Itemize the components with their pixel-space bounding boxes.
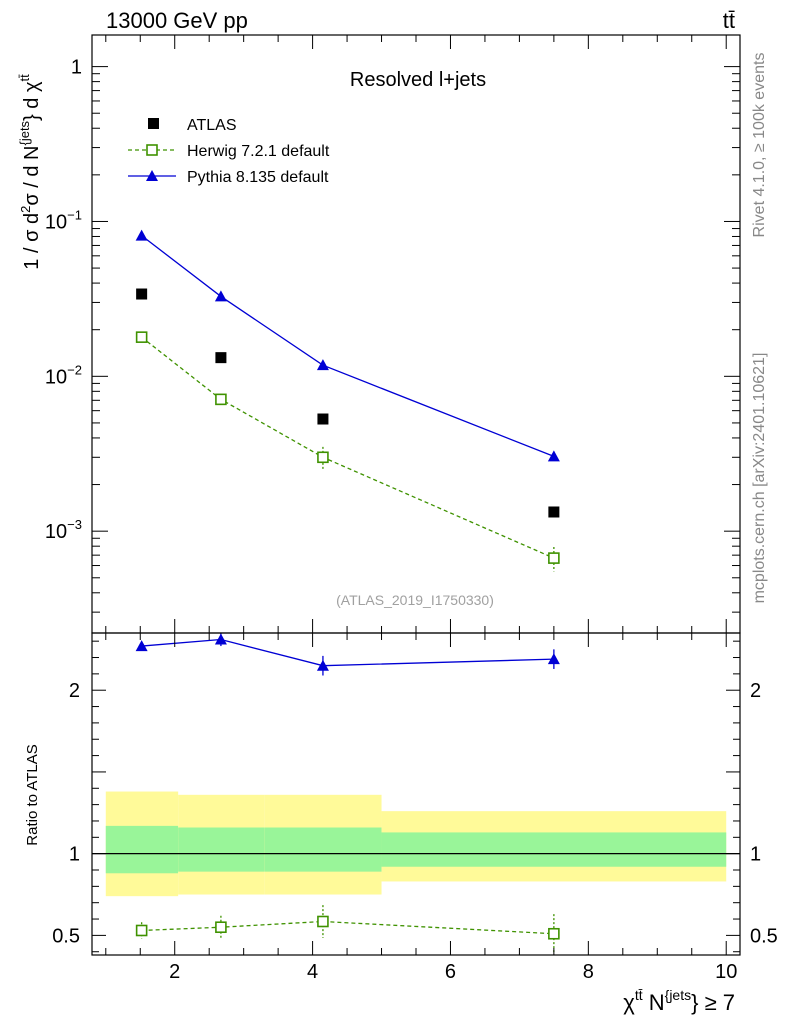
pythia-point-main-0 bbox=[135, 229, 148, 241]
x-tick-label-3: 8 bbox=[583, 961, 594, 983]
herwig-point-ratio-0 bbox=[135, 924, 148, 937]
pythia-point-ratio-2 bbox=[316, 659, 329, 671]
pythia-line-main bbox=[141, 235, 555, 458]
ratio-frame bbox=[91, 632, 741, 956]
band-inner-0 bbox=[105, 825, 179, 874]
legend-marker-herwig bbox=[146, 144, 158, 156]
x-axis-label: χtt̄ N{jets} ≥ 7 bbox=[623, 987, 735, 1015]
legend-marker-pythia bbox=[146, 170, 158, 181]
x-tick-label-0: 2 bbox=[169, 961, 180, 983]
legend-label-pythia: Pythia 8.135 default bbox=[187, 169, 329, 186]
y-tick-label-ratio-right-1: 1 bbox=[750, 844, 761, 866]
plot-frames bbox=[91, 34, 741, 956]
y-axis-label-main: 1 / σ d2σ / d N{jets} d χtt̄ bbox=[17, 74, 43, 270]
pythia-line-ratio bbox=[141, 638, 554, 667]
process-label: tt̄ bbox=[723, 8, 735, 33]
herwig-line-main bbox=[141, 336, 555, 559]
axis-ticks bbox=[92, 35, 740, 955]
uncertainty-bands bbox=[92, 791, 740, 897]
series-lines bbox=[141, 235, 555, 935]
y-tick-label-ratio-right-2: 2 bbox=[750, 680, 761, 702]
pythia-point-main-3 bbox=[547, 450, 560, 462]
y-tick-label-main-2: 10−2 bbox=[45, 362, 82, 388]
legend-marker-atlas bbox=[148, 118, 159, 129]
herwig-point-main-0 bbox=[135, 331, 148, 343]
y-axis-label-ratio: Ratio to ATLAS bbox=[24, 744, 41, 845]
pythia-point-ratio-1 bbox=[214, 633, 227, 645]
band-inner-2 bbox=[264, 827, 382, 872]
x-tick-label-2: 6 bbox=[445, 961, 456, 983]
herwig-point-ratio-3 bbox=[548, 927, 560, 940]
x-tick-label-1: 4 bbox=[307, 961, 318, 983]
pythia-point-main-2 bbox=[316, 359, 329, 371]
y-tick-label-ratio-right-0: 0.5 bbox=[750, 925, 778, 947]
x-tick-label-4: 10 bbox=[715, 961, 737, 983]
mcplots-label: mcplots.cern.ch [arXiv:2401.10621] bbox=[751, 353, 768, 604]
energy-label: 13000 GeV pp bbox=[106, 8, 248, 33]
y-tick-label-main-1: 10−1 bbox=[45, 207, 82, 233]
herwig-point-ratio-2 bbox=[317, 915, 329, 928]
herwig-point-main-2 bbox=[317, 451, 329, 464]
pythia-point-main-1 bbox=[214, 290, 227, 302]
y-tick-label-ratio-2: 2 bbox=[69, 680, 80, 702]
atlas-point-2 bbox=[317, 413, 329, 425]
herwig-point-ratio-1 bbox=[215, 921, 227, 934]
rivet-label: Rivet 4.1.0, ≥ 100k events bbox=[751, 53, 768, 238]
chart-title: Resolved l+jets bbox=[350, 69, 486, 91]
herwig-point-main-1 bbox=[215, 393, 227, 406]
band-inner-3 bbox=[381, 832, 727, 867]
atlas-point-3 bbox=[548, 506, 560, 518]
band-inner-1 bbox=[178, 827, 265, 872]
legend-label-herwig: Herwig 7.2.1 default bbox=[187, 143, 330, 160]
y-tick-label-ratio-1: 1 bbox=[69, 844, 80, 866]
y-tick-label-ratio-0: 0.5 bbox=[52, 925, 80, 947]
herwig-line-ratio bbox=[141, 920, 554, 935]
y-tick-label-main-3: 10−3 bbox=[45, 517, 82, 543]
herwig-point-main-3 bbox=[548, 552, 560, 564]
data-points bbox=[135, 229, 560, 954]
y-tick-label-main-0: 1 bbox=[71, 57, 82, 79]
pythia-point-ratio-3 bbox=[547, 653, 560, 665]
atlas-point-1 bbox=[215, 352, 227, 364]
pythia-point-ratio-0 bbox=[135, 640, 148, 652]
legend-label-atlas: ATLAS bbox=[187, 117, 237, 134]
legend: ATLAS Herwig 7.2.1 default Pythia 8.135 … bbox=[128, 117, 330, 186]
tick-labels: 2 4 6 8 10 1 10−1 10−2 10−3 0.5 0.5 1 1 2 2 bbox=[45, 57, 778, 983]
atlas-point-0 bbox=[136, 288, 148, 300]
analysis-id: (ATLAS_2019_I1750330) bbox=[336, 592, 494, 608]
